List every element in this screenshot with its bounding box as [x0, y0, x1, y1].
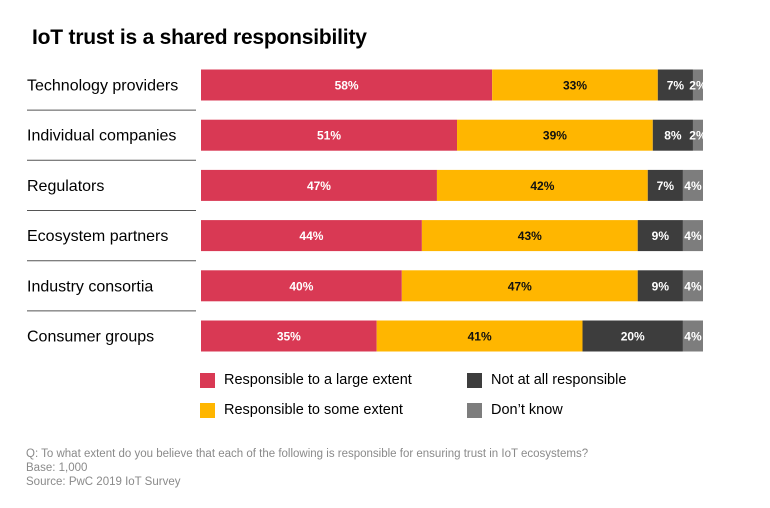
- data-label-large-extent: 47%: [307, 179, 331, 193]
- legend-label-some-extent: Responsible to some extent: [224, 402, 403, 418]
- bar-segment-not-at-all: [647, 169, 683, 201]
- data-label-dont-know: 4%: [684, 279, 702, 293]
- bar-segment-some-extent: [401, 270, 638, 302]
- data-label-not-at-all: 7%: [667, 79, 685, 93]
- chart-legend: Responsible to a large extent Not at all…: [200, 372, 720, 432]
- data-label-dont-know: 2%: [689, 129, 707, 143]
- data-label-not-at-all: 9%: [652, 229, 670, 243]
- bar-segment-dont-know: [682, 220, 703, 252]
- category-label-consumer-groups: Consumer groups: [27, 329, 154, 346]
- bar-segment-dont-know: [682, 270, 703, 302]
- bar-segment-dont-know: [692, 69, 703, 101]
- footnote-question: Q: To what extent do you believe that ea…: [26, 448, 589, 460]
- bar-segment-large-extent: [201, 169, 437, 201]
- bar-segment-not-at-all: [657, 69, 693, 101]
- data-label-not-at-all: 7%: [657, 179, 675, 193]
- category-label-ecosystem-partners: Ecosystem partners: [27, 228, 168, 245]
- category-label-technology-providers: Technology providers: [27, 78, 178, 95]
- legend-item-not-at-all: Not at all responsible: [467, 372, 626, 388]
- data-label-some-extent: 47%: [508, 279, 532, 293]
- data-label-dont-know: 2%: [689, 79, 707, 93]
- bar-segment-not-at-all: [637, 220, 683, 252]
- legend-swatch-some-extent: [200, 402, 215, 418]
- bar-segment-not-at-all: [637, 270, 683, 302]
- bar-segment-some-extent: [376, 320, 583, 352]
- category-label-individual-companies: Individual companies: [27, 128, 176, 145]
- legend-item-large-extent: Responsible to a large extent: [200, 372, 412, 388]
- legend-item-some-extent: Responsible to some extent: [200, 402, 403, 418]
- data-label-not-at-all: 20%: [621, 330, 645, 344]
- data-label-dont-know: 4%: [684, 229, 702, 243]
- data-label-not-at-all: 8%: [664, 129, 682, 143]
- legend-swatch-large-extent: [200, 372, 215, 388]
- data-label-dont-know: 4%: [684, 179, 702, 193]
- chart-title: IoT trust is a shared responsibility: [32, 26, 367, 49]
- footnote: Q: To what extent do you believe that ea…: [26, 447, 588, 489]
- bar-segment-some-extent: [421, 220, 638, 252]
- bar-segment-large-extent: [201, 270, 402, 302]
- legend-swatch-not-at-all: [467, 372, 482, 388]
- data-label-not-at-all: 9%: [652, 279, 670, 293]
- data-label-some-extent: 33%: [563, 79, 587, 93]
- bar-segment-some-extent: [457, 119, 653, 151]
- category-label-industry-consortia: Industry consortia: [27, 278, 153, 295]
- bar-segment-dont-know: [692, 119, 703, 151]
- bar-segment-large-extent: [201, 69, 493, 101]
- footnote-source: Source: PwC 2019 IoT Survey: [26, 476, 181, 488]
- bar-segment-not-at-all: [652, 119, 693, 151]
- data-label-dont-know: 4%: [684, 330, 702, 344]
- legend-swatch-dont-know: [467, 402, 482, 418]
- legend-label-large-extent: Responsible to a large extent: [224, 372, 412, 388]
- legend-label-not-at-all: Not at all responsible: [491, 372, 627, 388]
- bar-segment-not-at-all: [582, 320, 683, 352]
- data-label-some-extent: 43%: [518, 229, 542, 243]
- data-label-large-extent: 40%: [289, 279, 313, 293]
- bar-segment-some-extent: [436, 169, 648, 201]
- legend-label-dont-know: Don’t know: [491, 402, 563, 418]
- data-label-large-extent: 51%: [317, 129, 341, 143]
- bar-segment-large-extent: [201, 320, 377, 352]
- bar-segment-large-extent: [201, 220, 422, 252]
- legend-item-dont-know: Don’t know: [467, 402, 563, 418]
- data-label-some-extent: 42%: [530, 179, 554, 193]
- data-label-some-extent: 39%: [543, 129, 567, 143]
- data-label-large-extent: 35%: [277, 330, 301, 344]
- bar-segment-dont-know: [682, 320, 703, 352]
- data-label-some-extent: 41%: [468, 330, 492, 344]
- category-label-regulators: Regulators: [27, 178, 104, 195]
- bar-segment-dont-know: [682, 169, 703, 201]
- data-label-large-extent: 44%: [299, 229, 323, 243]
- footnote-base: Base: 1,000: [26, 462, 88, 474]
- bar-segment-some-extent: [492, 69, 658, 101]
- data-label-large-extent: 58%: [335, 79, 359, 93]
- bar-segment-large-extent: [201, 119, 458, 151]
